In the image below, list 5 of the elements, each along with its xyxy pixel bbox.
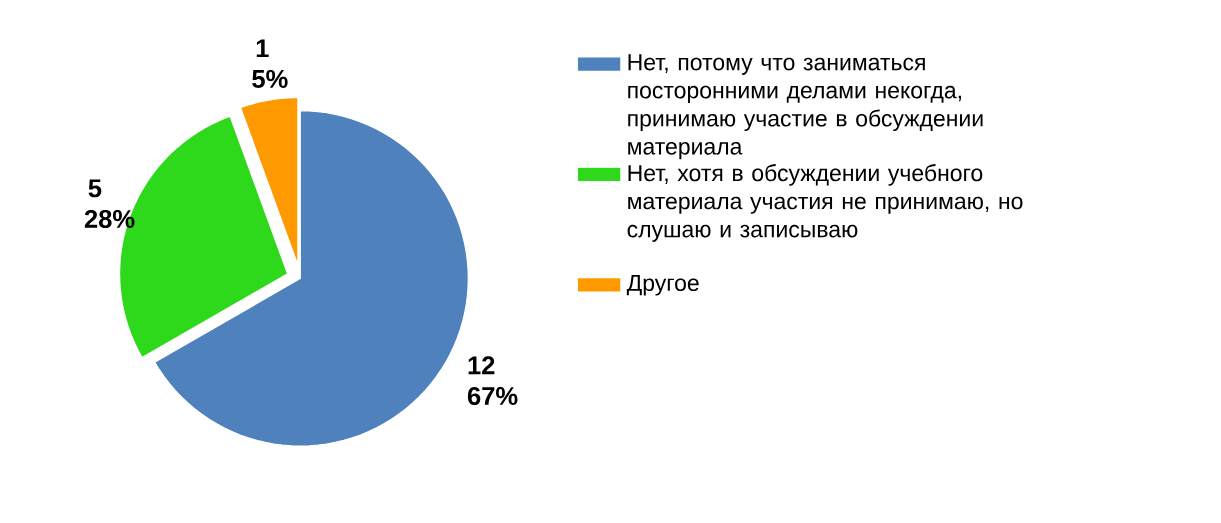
legend-label: Нет, потому что заниматься посторонними делами некогда, принимаю участие в обсуждении материала (628, 54, 983, 160)
data-label: 1 5% (252, 39, 288, 88)
data-label: 12 67% (467, 356, 518, 405)
legend-label: Другое (626, 274, 699, 296)
legend-label: Нет, хотя в обсуждении учебного материала участия не принимаю, но слушаю и записываю (627, 164, 1023, 242)
